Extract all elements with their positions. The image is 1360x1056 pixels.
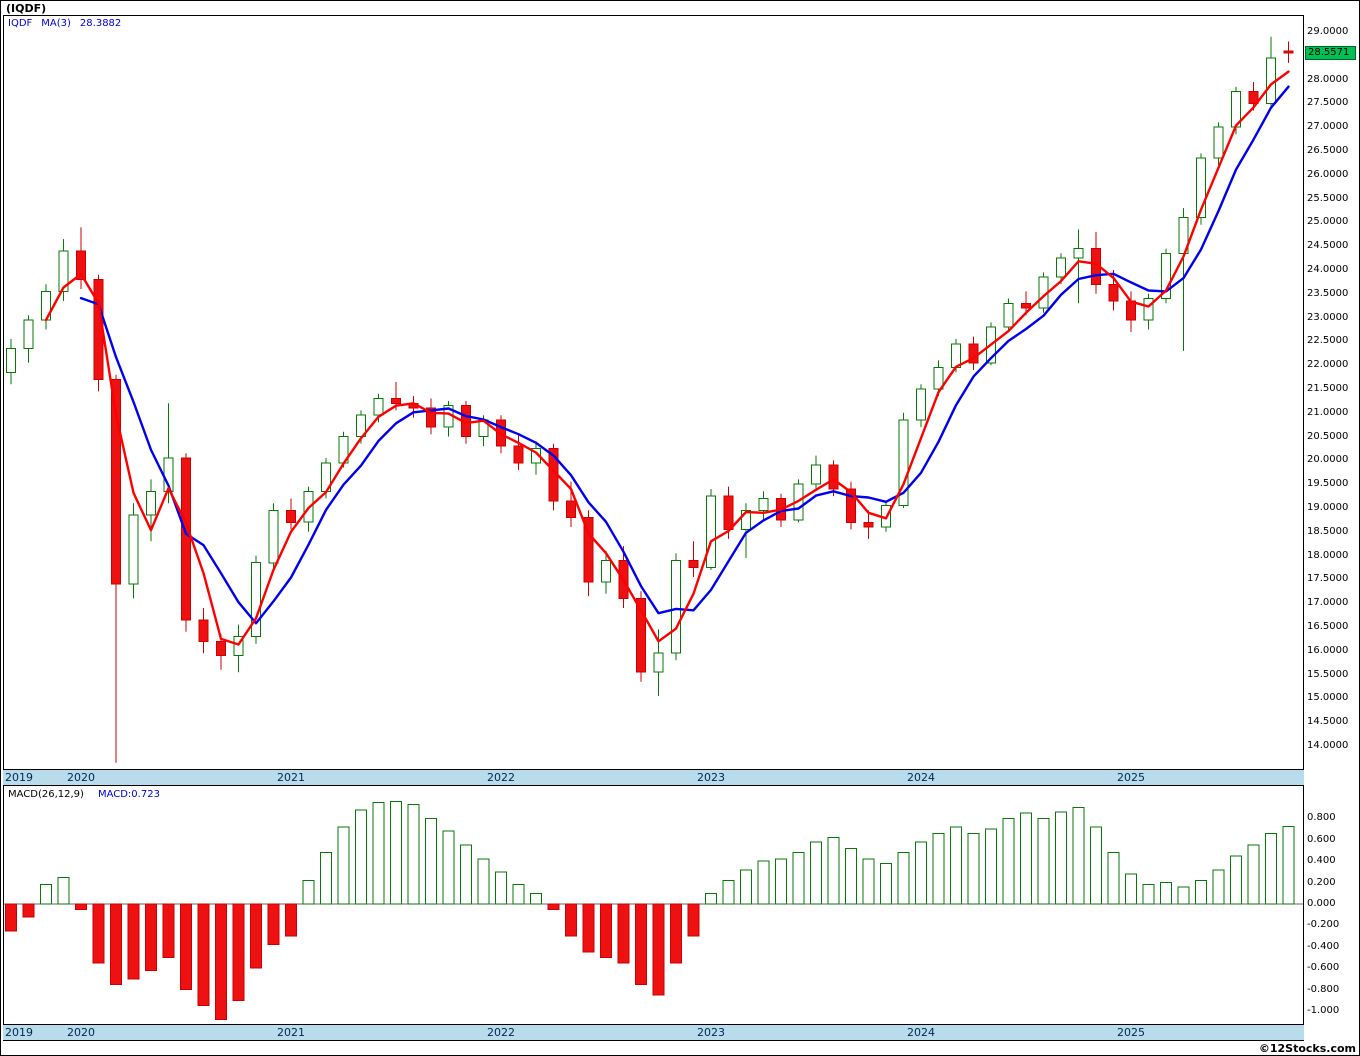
price-axis-label: 28.0000: [1307, 74, 1349, 85]
symbol-label: IQDF: [8, 18, 33, 29]
ma-line-MA(3): [44, 70, 1290, 646]
year-label: 2020: [67, 1026, 95, 1039]
year-label: 2025: [1117, 1026, 1145, 1039]
year-strip-top: 2019 2020 2021 2022 2023 2024 2025: [3, 769, 1304, 786]
macd-axis-label: 0.000: [1307, 898, 1336, 909]
year-label: 2021: [277, 1026, 305, 1039]
macd-axis-label: -0.800: [1307, 984, 1340, 995]
macd-axis-label: -0.200: [1307, 919, 1340, 930]
candlesticks: [6, 36, 1294, 763]
macd-legend: MACD(26,12,9) MACD:0.723: [8, 789, 160, 800]
price-axis-label: 21.0000: [1307, 407, 1349, 418]
macd-axis-label: -0.600: [1307, 962, 1340, 973]
price-axis-label: 16.0000: [1307, 645, 1349, 656]
macd-axis-label: 0.200: [1307, 877, 1336, 888]
macd-axis-label: 0.800: [1307, 812, 1336, 823]
year-label: 2025: [1117, 771, 1145, 784]
price-axis-label: 22.0000: [1307, 359, 1349, 370]
price-axis-label: 26.0000: [1307, 169, 1349, 180]
year-label: 2024: [907, 771, 935, 784]
price-axis-label: 14.5000: [1307, 716, 1349, 727]
price-axis-label: 23.5000: [1307, 288, 1349, 299]
year-label: 2022: [487, 771, 515, 784]
price-axis-label: 24.0000: [1307, 264, 1349, 275]
macd-axis-label: -1.000: [1307, 1005, 1340, 1016]
price-axis-label: 27.5000: [1307, 97, 1349, 108]
price-axis-label: 17.5000: [1307, 573, 1349, 584]
price-axis-label: 24.5000: [1307, 240, 1349, 251]
macd-axis-label: 0.400: [1307, 855, 1336, 866]
macd-params-label: MACD(26,12,9): [8, 789, 84, 800]
ma-line-MA(5): [79, 85, 1290, 625]
year-strip-bottom: 2019 2020 2021 2022 2023 2024 2025: [3, 1024, 1304, 1041]
price-axis-label: 16.5000: [1307, 621, 1349, 632]
credit-label: ©12Stocks.com: [1258, 1042, 1356, 1055]
price-axis-label: 17.0000: [1307, 597, 1349, 608]
price-axis-label: 27.0000: [1307, 121, 1349, 132]
price-axis-label: 18.0000: [1307, 550, 1349, 561]
year-label: 2020: [67, 771, 95, 784]
macd-chart-svg: [3, 786, 1304, 1024]
ma-period-label: MA(3): [41, 18, 71, 29]
price-axis-label: 19.5000: [1307, 478, 1349, 489]
macd-axis-label: -0.400: [1307, 941, 1340, 952]
price-axis-label: 23.0000: [1307, 312, 1349, 323]
year-label: 2024: [907, 1026, 935, 1039]
price-axis-label: 15.0000: [1307, 692, 1349, 703]
price-axis-label: 15.5000: [1307, 669, 1349, 680]
last-price-tag: 28.5571: [1305, 46, 1356, 60]
price-axis-label: 29.0000: [1307, 26, 1349, 37]
price-axis-label: 25.5000: [1307, 193, 1349, 204]
price-axis-label: 14.0000: [1307, 740, 1349, 751]
price-axis-label: 19.0000: [1307, 502, 1349, 513]
macd-value-label: MACD:0.723: [97, 789, 160, 800]
right-axis: 29.0000 28.0000 27.5000 27.0000 26.5000 26.00…: [1305, 1, 1359, 1055]
price-axis-label: 20.5000: [1307, 431, 1349, 442]
price-axis-label: 22.5000: [1307, 335, 1349, 346]
price-legend: IQDF MA(3) 28.3882: [8, 18, 130, 29]
page-title: (IQDF): [6, 2, 47, 15]
year-label: 2022: [487, 1026, 515, 1039]
year-label: 2021: [277, 771, 305, 784]
macd-bars: [5, 800, 1295, 1021]
ma-value-label: 28.3882: [79, 18, 122, 29]
macd-axis-label: 0.600: [1307, 834, 1336, 845]
year-label: 2023: [697, 1026, 725, 1039]
year-label: 2019: [5, 1026, 33, 1039]
year-label: 2019: [5, 771, 33, 784]
price-axis-label: 18.5000: [1307, 526, 1349, 537]
price-axis-label: 21.5000: [1307, 383, 1349, 394]
price-axis-label: 20.0000: [1307, 454, 1349, 465]
price-chart-svg: [3, 15, 1304, 769]
price-axis-label: 26.5000: [1307, 145, 1349, 156]
year-label: 2023: [697, 771, 725, 784]
price-axis-label: 25.0000: [1307, 216, 1349, 227]
